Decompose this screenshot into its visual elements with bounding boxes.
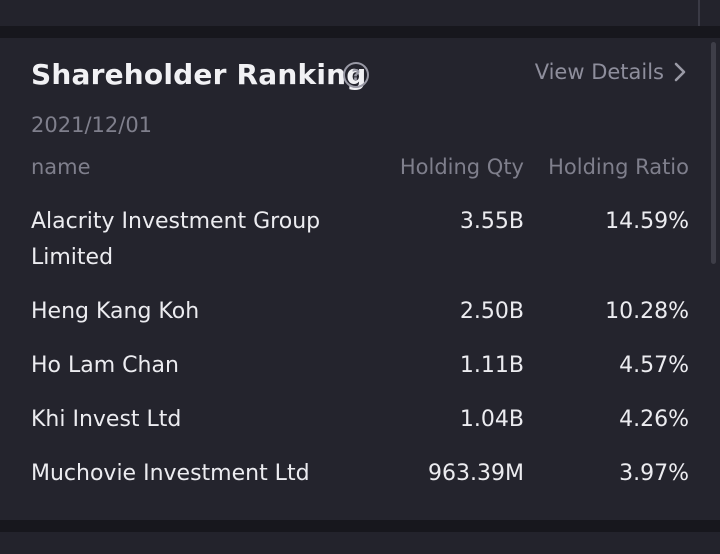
holding-ratio: 3.97% [619,461,689,486]
header-name: name [31,155,91,179]
ranking-date: 2021/12/01 [31,113,153,137]
next-card-edge [0,532,720,554]
holding-qty: 2.50B [459,299,524,324]
previous-card-edge [0,0,720,26]
shareholder-name: Heng Kang Koh [31,299,200,324]
shareholder-name: Ho Lam Chan [31,353,179,378]
chevron-right-icon [674,62,686,82]
holding-qty: 963.39M [428,461,524,486]
question-circle-icon[interactable]: ? [343,62,369,88]
header-holding-qty: Holding Qty [399,155,524,179]
holding-qty: 1.04B [459,407,524,432]
holding-ratio: 10.28% [605,299,689,324]
shareholder-ranking-card [0,38,720,520]
shareholder-name: Khi Invest Ltd [31,407,182,432]
holding-ratio: 4.57% [619,353,689,378]
panel-title: Shareholder Ranking [31,58,367,91]
scrollbar-thumb[interactable] [711,42,716,264]
header-holding-ratio: Holding Ratio [548,155,689,179]
previous-card-scrollbar [698,0,700,26]
holding-ratio: 4.26% [619,407,689,432]
holding-qty: 1.11B [459,353,524,378]
shareholder-name: Alacrity Investment Group Limited [31,209,321,270]
shareholder-name: Muchovie Investment Ltd [31,461,310,486]
view-details-label: View Details [534,60,664,84]
holding-qty: 3.55B [459,209,524,234]
view-details-link[interactable]: View Details [535,60,686,84]
holding-ratio: 14.59% [605,209,689,234]
